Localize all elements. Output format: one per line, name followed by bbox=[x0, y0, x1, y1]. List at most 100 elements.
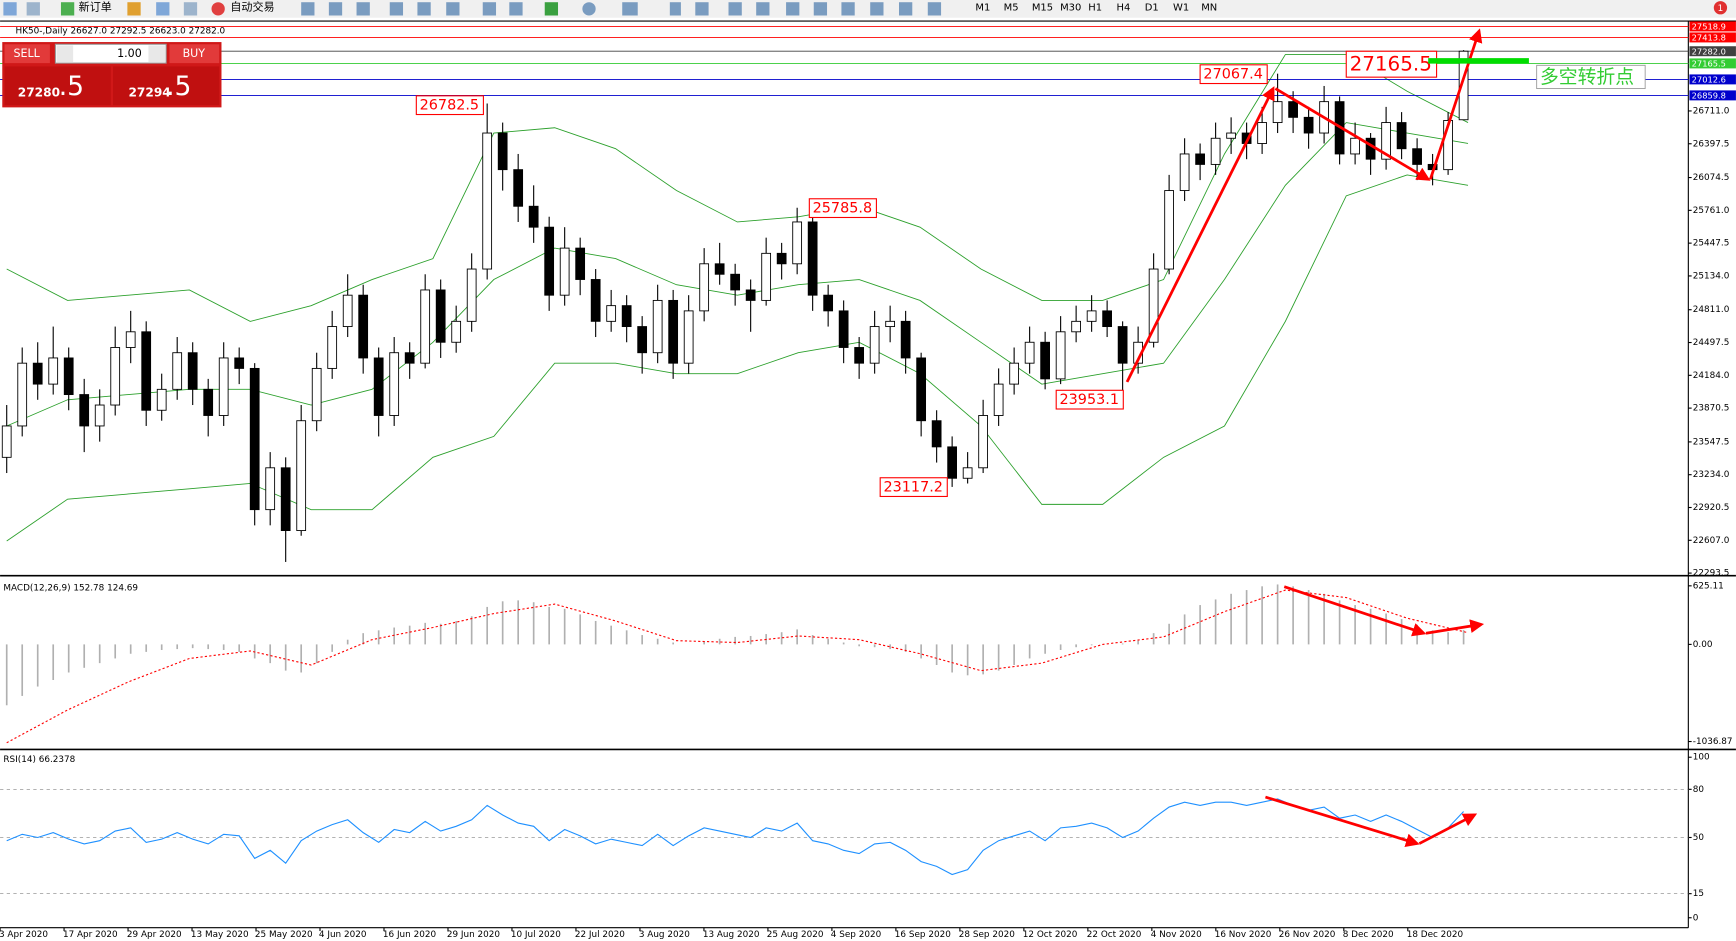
candle-body bbox=[1117, 326, 1128, 364]
candle-body bbox=[451, 320, 462, 343]
icon[interactable] bbox=[870, 2, 884, 16]
candle-body bbox=[1, 425, 12, 458]
timeframe[interactable]: M15 bbox=[1032, 3, 1053, 14]
candle-body bbox=[94, 404, 105, 427]
icon[interactable] bbox=[669, 2, 681, 16]
ask-fraction[interactable]: .5 bbox=[166, 71, 191, 102]
candle-body bbox=[699, 263, 710, 312]
lot-up[interactable] bbox=[148, 45, 166, 62]
price-line-label-bg bbox=[1689, 32, 1736, 43]
icon[interactable] bbox=[389, 2, 404, 16]
candle-body bbox=[668, 299, 679, 364]
ask-price[interactable]: 27294 bbox=[128, 85, 170, 99]
y-tick-label: 15 bbox=[1693, 889, 1704, 899]
arrow bbox=[1425, 619, 1485, 635]
timeframe[interactable]: MN bbox=[1201, 3, 1217, 14]
icon[interactable] bbox=[127, 2, 141, 16]
panel-title: HK50-,Daily 26627.0 27292.5 26623.0 2728… bbox=[16, 26, 226, 36]
x-tick-label: 29 Apr 2020 bbox=[127, 930, 182, 940]
candle-body bbox=[714, 263, 725, 275]
y-tick-label: 0 bbox=[1693, 913, 1699, 923]
lot-input[interactable] bbox=[54, 43, 167, 64]
icon[interactable] bbox=[841, 2, 855, 16]
icon[interactable] bbox=[183, 2, 198, 16]
icon[interactable] bbox=[898, 2, 913, 16]
y-tick-label: 23547.5 bbox=[1693, 437, 1730, 447]
candle-body bbox=[962, 467, 973, 479]
timeframe[interactable]: H4 bbox=[1117, 3, 1131, 14]
timeframe[interactable]: M1 bbox=[975, 3, 990, 14]
bid-box[interactable] bbox=[4, 66, 111, 106]
candle-body bbox=[1071, 320, 1081, 333]
icon[interactable] bbox=[622, 2, 638, 16]
annotation-box bbox=[879, 477, 948, 498]
icon[interactable] bbox=[60, 2, 75, 16]
sell-label[interactable]: SELL bbox=[13, 47, 40, 60]
candle-body bbox=[606, 305, 617, 322]
icon[interactable] bbox=[482, 2, 497, 16]
icon[interactable] bbox=[328, 2, 343, 16]
arrow bbox=[1125, 86, 1275, 383]
icon[interactable] bbox=[3, 2, 17, 16]
candle-body bbox=[466, 268, 477, 322]
x-tick-label: 3 Apr 2020 bbox=[0, 930, 48, 940]
timeframe[interactable]: M5 bbox=[1004, 3, 1019, 14]
timeframe[interactable]: H1 bbox=[1088, 3, 1102, 14]
timeframe[interactable]: D1 bbox=[1145, 3, 1159, 14]
y-tick-label: 26397.5 bbox=[1693, 139, 1730, 149]
buy-button[interactable] bbox=[169, 44, 220, 64]
y-tick-label: 25761.0 bbox=[1693, 206, 1730, 216]
icon[interactable] bbox=[927, 2, 942, 16]
annotation: 25785.8 bbox=[813, 201, 872, 217]
icon[interactable] bbox=[446, 2, 460, 16]
auto-trading[interactable]: 自动交易 bbox=[230, 0, 274, 14]
x-tick-label: 4 Sep 2020 bbox=[831, 930, 882, 940]
candle-body bbox=[1009, 362, 1020, 385]
lot-down[interactable] bbox=[56, 45, 74, 62]
candle-body bbox=[63, 357, 74, 396]
candle-body bbox=[389, 352, 400, 416]
lot-value[interactable]: 1.00 bbox=[117, 47, 142, 60]
price-line-label: 27012.6 bbox=[1692, 74, 1726, 84]
icon[interactable] bbox=[26, 2, 40, 16]
x-tick-label: 4 Nov 2020 bbox=[1151, 930, 1202, 940]
annotation-box bbox=[415, 95, 484, 116]
buy-label[interactable]: BUY bbox=[183, 47, 206, 60]
candle-body bbox=[559, 247, 570, 296]
sell-button[interactable] bbox=[4, 44, 50, 64]
candle-body bbox=[497, 132, 508, 171]
x-tick-label: 4 Jun 2020 bbox=[319, 930, 367, 940]
icon[interactable] bbox=[156, 2, 170, 16]
icon[interactable] bbox=[582, 2, 596, 16]
x-tick-label: 25 Aug 2020 bbox=[767, 930, 824, 940]
price-line-label: 27282.0 bbox=[1692, 46, 1726, 56]
icon[interactable] bbox=[695, 2, 709, 16]
icon[interactable] bbox=[786, 2, 800, 16]
icon[interactable] bbox=[756, 2, 770, 16]
icon[interactable] bbox=[301, 2, 315, 16]
timeframe[interactable]: W1 bbox=[1173, 3, 1189, 14]
timeframe[interactable]: M30 bbox=[1060, 3, 1081, 14]
ask-box[interactable] bbox=[112, 66, 220, 106]
candle-body bbox=[1195, 153, 1205, 165]
alert-icon[interactable] bbox=[1713, 1, 1728, 15]
new-order[interactable]: 新订单 bbox=[79, 0, 112, 14]
arrow bbox=[1265, 795, 1420, 847]
candle-body bbox=[1210, 137, 1221, 165]
icon[interactable] bbox=[728, 2, 742, 16]
candle-body bbox=[854, 347, 865, 364]
icon[interactable] bbox=[417, 2, 431, 16]
annotation: 27067.4 bbox=[1203, 67, 1262, 83]
bid-fraction[interactable]: .5 bbox=[59, 71, 84, 102]
candle-body bbox=[172, 352, 183, 390]
icon[interactable] bbox=[544, 2, 559, 16]
price-line-label: 27165.5 bbox=[1692, 58, 1726, 68]
icon[interactable] bbox=[356, 2, 370, 16]
icon[interactable] bbox=[211, 2, 225, 16]
candle-body bbox=[156, 388, 167, 411]
candle-body bbox=[249, 367, 260, 511]
icon[interactable] bbox=[509, 2, 523, 16]
bid-price[interactable]: 27280 bbox=[18, 85, 60, 99]
icon[interactable] bbox=[813, 2, 828, 16]
alert-count[interactable]: 1 bbox=[1718, 4, 1724, 14]
